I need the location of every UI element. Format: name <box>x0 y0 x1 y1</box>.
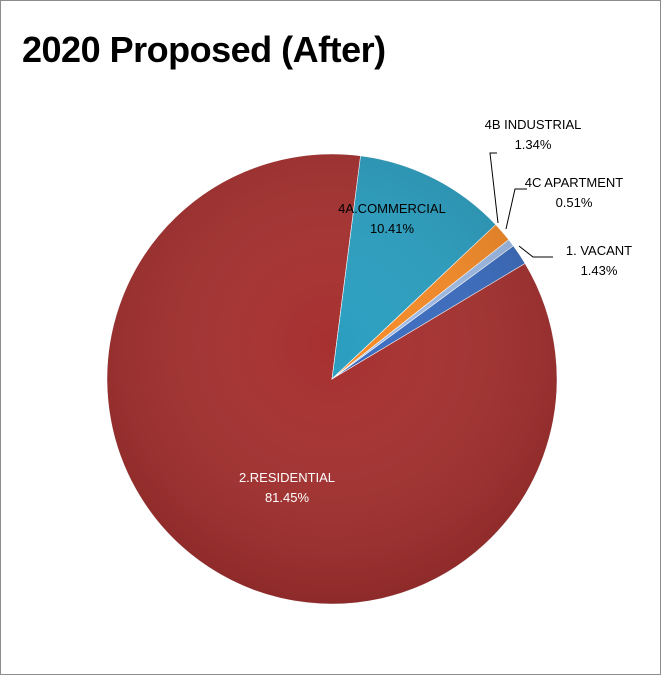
chart-title: 2020 Proposed (After) <box>22 29 386 70</box>
slice-value-4c-apartment: 0.51% <box>556 195 593 210</box>
slice-label-1-vacant: 1. VACANT <box>566 243 632 258</box>
slice-value-4a-commercial: 10.41% <box>370 221 415 236</box>
slice-label-4a-commercial: 4A.COMMERCIAL <box>338 201 446 216</box>
slice-label-4b-industrial: 4B INDUSTRIAL <box>485 117 582 132</box>
leader-line-4c-apartment <box>505 188 527 230</box>
slice-value-4b-industrial: 1.34% <box>515 137 552 152</box>
slice-label-4c-apartment: 4C APARTMENT <box>525 175 624 190</box>
slice-value-2-residential: 81.45% <box>265 490 310 505</box>
leader-line-4b-industrial <box>489 152 499 224</box>
slice-value-1-vacant: 1.43% <box>581 263 618 278</box>
pie-shading <box>107 154 557 604</box>
leader-line-1-vacant <box>518 245 553 258</box>
slice-label-2-residential: 2.RESIDENTIAL <box>239 470 335 485</box>
